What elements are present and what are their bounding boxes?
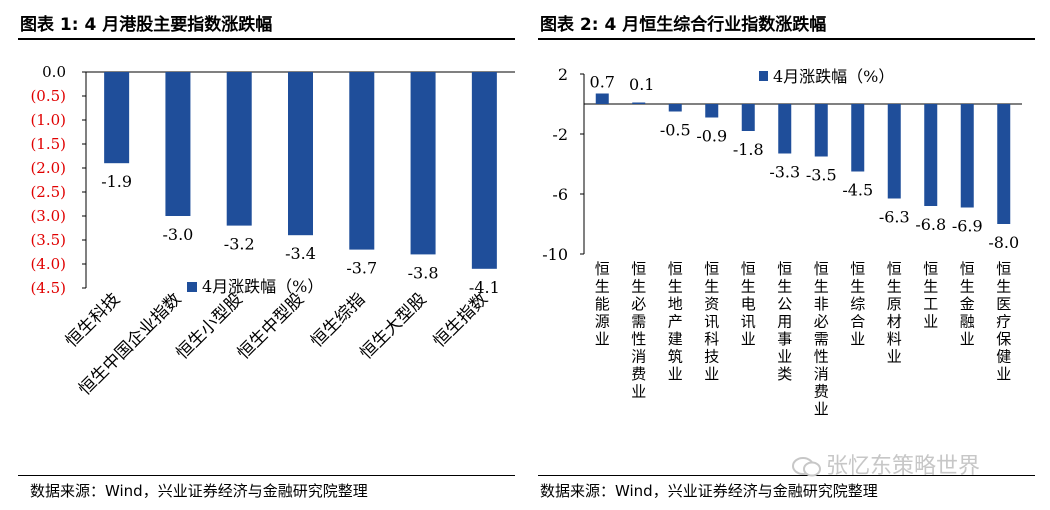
chart2-y-tick-label: -6	[552, 185, 568, 204]
chart2-bar	[814, 104, 828, 157]
chart2-category-label: 恒生工业	[923, 260, 938, 331]
chart2-data-label: -3.3	[769, 163, 800, 182]
chart2-data-label: -6.3	[879, 208, 910, 227]
chart2-data-label: -6.9	[952, 217, 983, 236]
figure1-title: 图表 1: 4 月港股主要指数涨跌幅	[20, 15, 273, 35]
chart1-bar	[104, 72, 130, 164]
chart2-category-label: 恒生地产建筑业	[668, 260, 683, 383]
chart1-legend-label: 4月涨跌幅（%）	[202, 277, 323, 296]
chart1-data-label: -3.4	[285, 244, 316, 263]
figure1-source-rule	[18, 475, 515, 476]
chart2-y-tick-label: -2	[552, 125, 568, 144]
watermark-text: 张忆东策略世界	[826, 454, 981, 479]
chart1-bar	[226, 72, 252, 226]
chart2-category-label: 恒生医疗保健业	[996, 260, 1011, 383]
watermark: 张忆东策略世界	[792, 448, 980, 480]
chart2-category-label: 恒生公用事业类	[777, 260, 792, 383]
chart1-y-tick-label: (4.0)	[30, 255, 66, 273]
chart1-legend-swatch	[187, 282, 197, 292]
chart2-bar	[997, 104, 1011, 224]
chart2-bar	[924, 104, 938, 206]
chart2-category-label: 恒生电讯业	[741, 260, 756, 348]
chart1-y-tick-label: (3.5)	[30, 231, 66, 249]
chart2-category-label: 恒生综合业	[850, 260, 865, 348]
figure1-title-rule	[18, 38, 515, 40]
chart2-bar	[705, 104, 719, 118]
chart1-y-tick-label: (1.0)	[30, 111, 66, 129]
chart1-y-tick-label: (3.0)	[30, 207, 66, 225]
chart1-bar	[165, 72, 191, 216]
chart1-category-label: 恒生大型股	[356, 289, 430, 363]
chart1-data-label: -3.7	[346, 259, 377, 278]
chart1-category-label: 恒生综指	[307, 289, 369, 351]
chart2-bar	[741, 104, 755, 131]
chart1-bar	[349, 72, 375, 250]
chart2-data-label: -0.9	[696, 127, 727, 146]
chart2-category-label: 恒生资讯科技业	[704, 260, 719, 383]
chart1-y-tick-label: (2.5)	[30, 183, 66, 201]
chart1-category-label: 恒生指数	[430, 289, 492, 351]
chart2-category-label: 恒生必需性消费业	[631, 260, 646, 401]
chart2-bar	[632, 102, 646, 104]
chart2-bar	[595, 93, 609, 104]
figure2-source: 数据来源：Wind，兴业证券经济与金融研究院整理	[540, 482, 878, 500]
chart1-category-label: 恒生中型股	[234, 289, 308, 363]
chart1-category-label: 恒生中国企业指数	[75, 289, 185, 399]
chart1-y-tick-label: (4.5)	[30, 279, 66, 297]
figure2-title: 图表 2: 4 月恒生综合行业指数涨跌幅	[540, 15, 827, 35]
chart2-data-label: -3.5	[806, 166, 837, 185]
chart1-y-tick-label: (2.0)	[30, 159, 66, 177]
chart1-category-label: 恒生科技	[62, 289, 124, 351]
chart1-data-label: -3.2	[224, 235, 255, 254]
chart2-category-label: 恒生原材料业	[887, 260, 902, 366]
chart2-category-label: 恒生非必需性消费业	[814, 260, 829, 418]
chart2-data-label: -1.8	[733, 140, 764, 159]
chart2-bar	[778, 104, 792, 154]
chart1-data-label: -3.8	[408, 263, 439, 282]
chart1-bar	[410, 72, 436, 255]
chart2-data-label: 0.1	[629, 75, 654, 94]
chart2-category-label: 恒生能源业	[595, 260, 610, 348]
chart1-bar	[471, 72, 497, 269]
chart1-y-tick-label: (0.5)	[30, 87, 66, 105]
chart2-legend-swatch	[759, 71, 768, 81]
chart2-bar	[960, 104, 974, 208]
figure2-title-rule	[538, 38, 1035, 40]
chart2-y-tick-label: 2	[558, 65, 568, 84]
chart2-data-label: -6.8	[915, 215, 946, 234]
figure1-source: 数据来源：Wind，兴业证券经济与金融研究院整理	[30, 482, 368, 500]
chart2-bar	[887, 104, 901, 199]
chart2-bar	[851, 104, 865, 172]
chart1-bar	[288, 72, 313, 236]
chart2-y-tick-label: -10	[542, 245, 568, 264]
chart2-category-label: 恒生金融业	[960, 260, 975, 348]
chart2-data-label: -4.5	[842, 181, 873, 200]
chart2-data-label: -8.0	[988, 233, 1019, 252]
chart1-data-label: -4.1	[469, 278, 500, 297]
chart1-data-label: -3.0	[162, 225, 193, 244]
chart1-data-label: -1.9	[101, 172, 132, 191]
figure2-source-rule	[538, 475, 1035, 476]
chart2-legend-label: 4月涨跌幅（%）	[773, 67, 894, 86]
chart2-data-label: -0.5	[660, 121, 691, 140]
wechat-icon	[792, 457, 821, 477]
chart2-data-label: 0.7	[590, 73, 615, 92]
chart1-y-tick-label: (1.5)	[30, 135, 66, 153]
chart2-bar	[668, 104, 682, 112]
chart1-y-tick-label: 0.0	[42, 63, 66, 81]
